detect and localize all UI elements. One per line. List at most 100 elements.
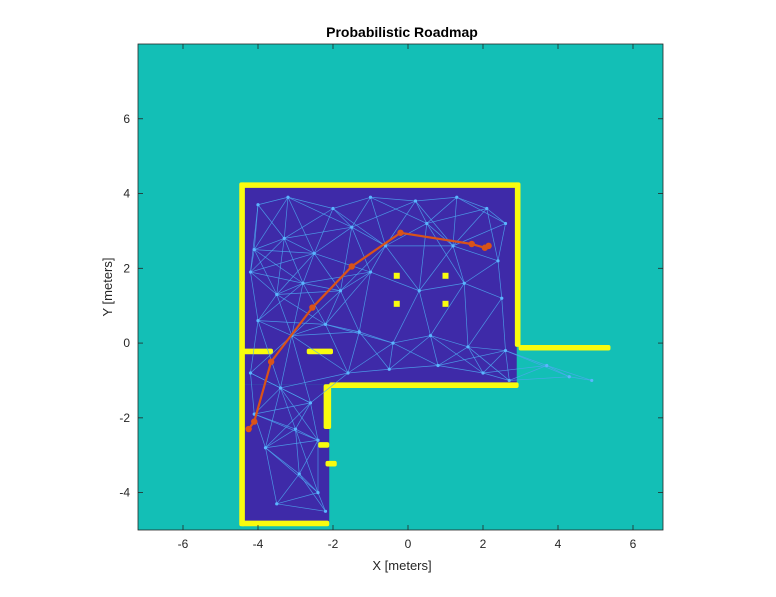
roadmap-edge [358,271,371,332]
roadmap-node [263,446,268,450]
wall-segment [239,182,245,527]
y-axis-ticks: -4 -2 0 2 4 6 [119,112,663,500]
roadmap-edge [463,283,469,347]
roadmap-node [331,206,335,211]
pillar [442,300,449,307]
y-tick-label: -4 [119,486,130,500]
roadmap-edge [287,196,352,228]
path-waypoint [309,304,316,311]
roadmap-edge [370,271,420,292]
wall-segment [241,520,330,527]
roadmap-edge [392,290,420,344]
roadmap-edge [546,365,592,381]
roadmap-edge [426,197,457,224]
roadmap-node [368,195,373,199]
roadmap-edge [250,238,285,273]
roadmap-edge [332,208,386,247]
roadmap-node [316,491,320,495]
y-tick-label: -2 [119,411,130,425]
roadmap-edge [467,298,503,348]
roadmap-node [316,438,320,442]
roadmap-node [286,195,290,199]
roadmap-node [256,203,260,207]
roadmap-edge [250,335,292,374]
roadmap-edge [497,260,503,299]
roadmap-edge [452,197,458,246]
roadmap-node [323,322,328,326]
roadmap-edge [265,387,281,448]
roadmap-edge [351,197,371,228]
roadmap-edge [257,320,292,336]
roadmap-edge [340,271,371,292]
roadmap-edge [257,320,281,389]
roadmap-edge [389,335,431,370]
roadmap-node [428,334,433,338]
roadmap-node [278,386,283,390]
roadmap-edge [310,402,319,441]
roadmap-node [481,371,485,375]
x-tick-label: 2 [480,537,487,551]
x-tick-label: 4 [555,537,562,551]
roadmap-edge [276,282,304,295]
roadmap-edge [332,196,371,209]
roadmap-edge [250,320,259,374]
roadmap-edge [482,365,547,374]
roadmap-edge [418,245,454,291]
roadmap-edge [347,342,394,374]
roadmap-edge [298,473,326,512]
roadmap-edge [452,245,499,262]
roadmap-edge [426,223,465,284]
roadmap-edge [370,197,386,246]
path-waypoint [397,229,404,236]
roadmap-edge [295,402,311,430]
wall-segment [518,344,611,351]
roadmap-node [308,401,313,405]
roadmap-edge [452,208,488,247]
roadmap-node [466,345,470,349]
roadmap-edge [276,294,293,336]
x-tick-label: -4 [253,537,264,551]
roadmap-node [387,367,391,371]
roadmap-edge [430,335,439,366]
roadmap-node [485,206,489,211]
roadmap-edge [280,387,311,404]
roadmap-node [293,427,298,431]
roadmap-edge [392,335,431,344]
x-tick-label: -6 [178,537,189,551]
roadmap-edge [351,226,386,247]
roadmap-edge [347,368,390,374]
roadmap-node [368,270,373,274]
roadmap-node [462,281,466,285]
wall-segment [241,182,519,188]
roadmap-node [275,502,279,506]
roadmap-edge [257,204,285,239]
roadmap-node [451,244,455,248]
roadmap-edge [351,200,416,228]
roadmap-edge [501,298,506,351]
roadmap-node [252,248,256,252]
roadmap-node [357,330,361,334]
roadmap-edge [464,282,502,299]
roadmap-edge [325,271,371,325]
roadmap-edge [283,197,289,239]
axes-frame [137,43,664,531]
y-tick-label: 4 [123,187,130,201]
roadmap-edge [569,376,592,381]
roadmap-edge [389,365,439,370]
roadmap-node [545,363,549,368]
pillar [442,272,449,279]
roadmap-node [248,371,253,375]
roadmap-edge [302,253,315,284]
roadmap-edge [509,365,547,381]
roadmap-edge [430,335,469,348]
roadmap-edge [437,365,484,374]
roadmap-edge [332,208,352,228]
roadmap-edge [276,503,326,512]
wall-segment [318,442,330,448]
free-space-region [243,384,330,523]
roadmap-edge [253,197,289,250]
roadmap-edge [276,492,319,505]
roadmap-node [275,292,279,297]
roadmap-edge [340,227,353,291]
